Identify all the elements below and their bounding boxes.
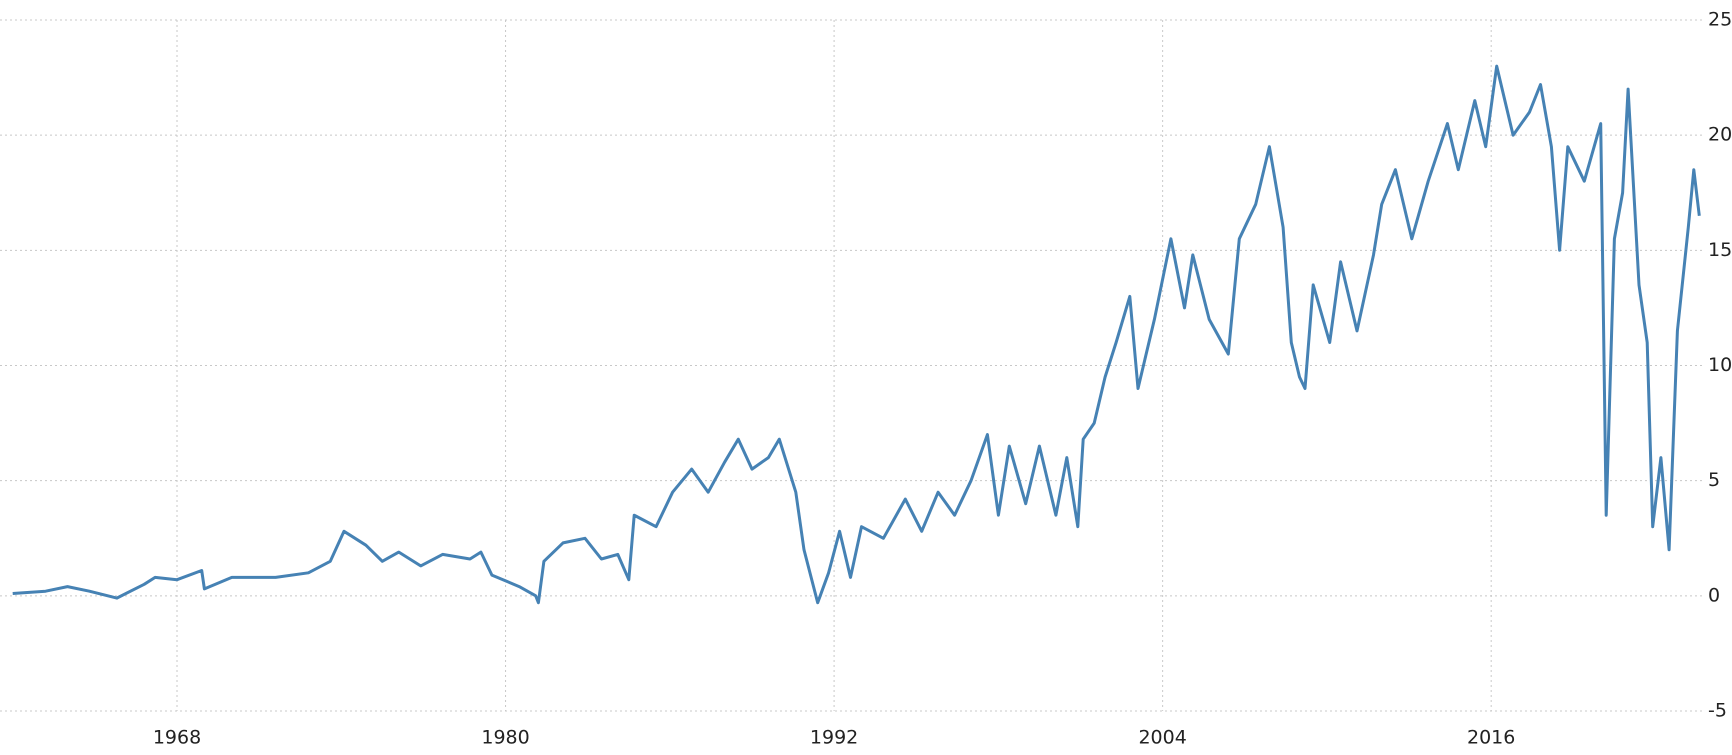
y-tick-label: 5 — [1708, 469, 1720, 491]
y-tick-label: 0 — [1708, 584, 1720, 606]
series-line — [12, 64, 1701, 605]
y-tick-label: 20 — [1708, 124, 1732, 146]
y-tick-label: -5 — [1708, 700, 1727, 722]
x-tick-label: 1968 — [153, 727, 201, 749]
x-tick-label: 1980 — [481, 727, 529, 749]
y-tick-label: 10 — [1708, 354, 1732, 376]
y-tick-label: 15 — [1708, 239, 1732, 261]
x-tick-label: 2016 — [1467, 727, 1515, 749]
x-tick-label: 2004 — [1138, 727, 1186, 749]
x-tick-label: 1992 — [810, 727, 858, 749]
y-tick-label: 25 — [1708, 9, 1732, 31]
